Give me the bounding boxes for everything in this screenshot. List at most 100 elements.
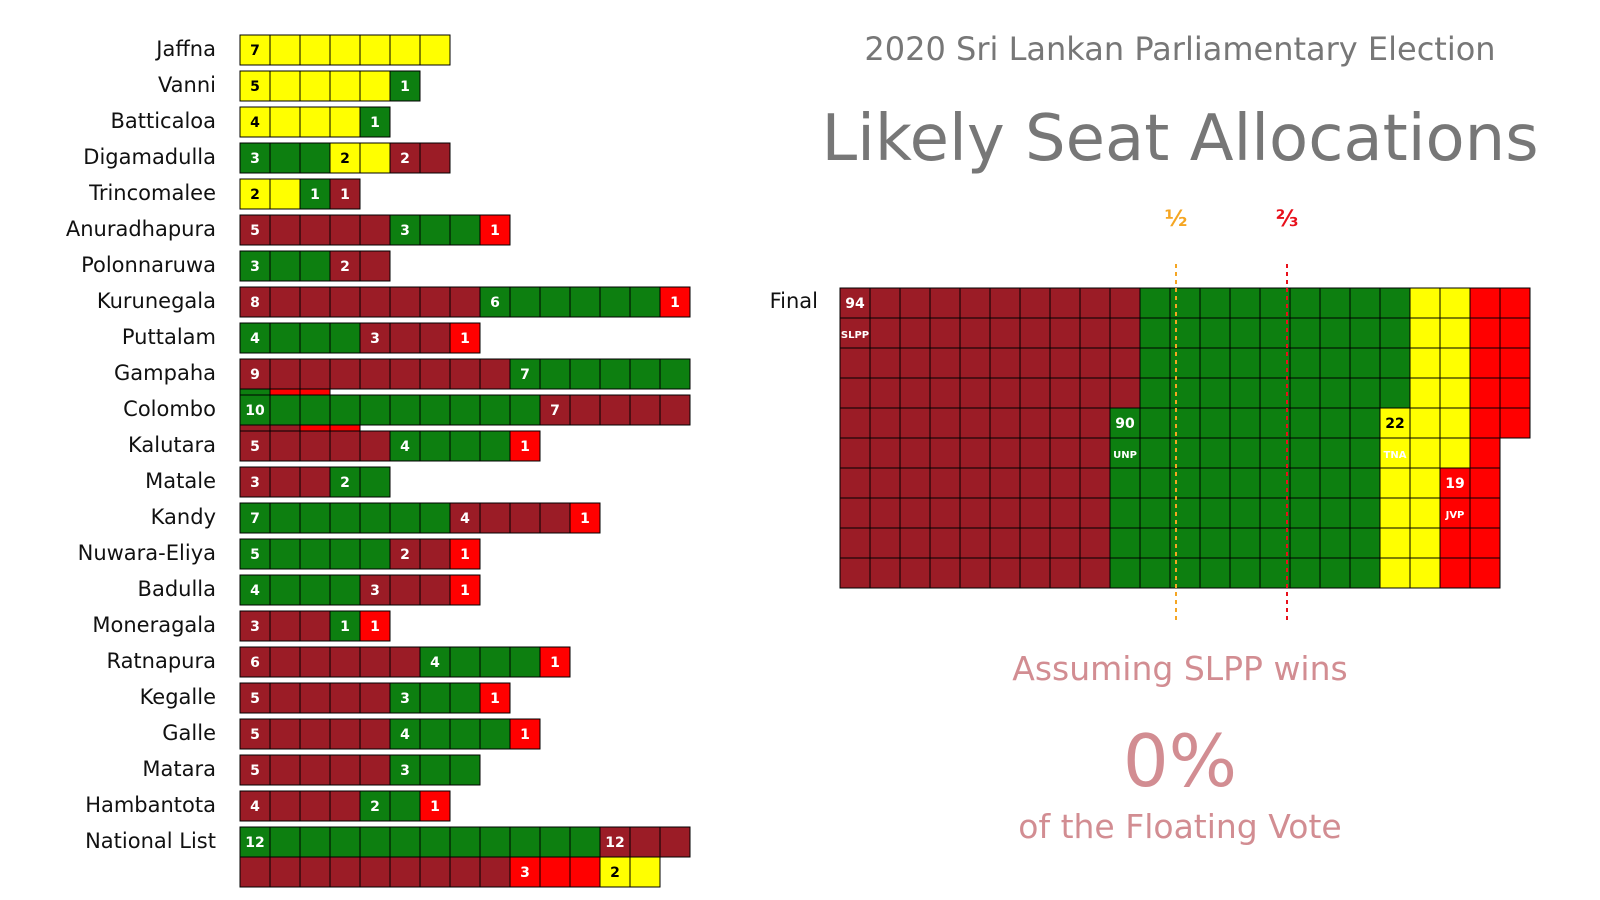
chart-headline: Likely Seat Allocations xyxy=(821,102,1538,176)
district-label: Digamadulla xyxy=(83,145,216,169)
final-seat-slpp xyxy=(989,317,1021,349)
final-seat-slpp xyxy=(1079,437,1111,469)
final-seat-unp xyxy=(1139,497,1171,529)
final-seat-slpp xyxy=(929,557,961,589)
final-seat-slpp xyxy=(989,407,1021,439)
seat-cell-unp xyxy=(359,538,391,570)
final-seat-unp xyxy=(1229,467,1261,499)
final-seat-unp xyxy=(1169,407,1201,439)
final-seat-slpp xyxy=(899,557,931,589)
seat-count-label: 5 xyxy=(250,691,260,707)
seat-count-label: 4 xyxy=(250,115,260,131)
final-seat-unp xyxy=(1259,377,1291,409)
seat-cell-slpp xyxy=(299,718,331,750)
seat-cell-slpp xyxy=(329,790,361,822)
seat-cell-slpp xyxy=(299,214,331,246)
seat-cell-slpp xyxy=(389,286,421,318)
final-seat-slpp xyxy=(1019,407,1051,439)
final-seat-unp xyxy=(1319,377,1351,409)
final-seat-unp xyxy=(1169,557,1201,589)
final-seat-slpp xyxy=(839,557,871,589)
final-seat-unp xyxy=(1349,497,1381,529)
seat-cell-jvp xyxy=(449,322,481,354)
seat-cell-slpp xyxy=(539,394,571,426)
final-seat-unp xyxy=(1289,527,1321,559)
seat-cell-unp xyxy=(269,574,301,606)
final-seat-unp xyxy=(1199,497,1231,529)
final-seat-unp xyxy=(1349,347,1381,379)
seat-cell-jvp xyxy=(509,856,541,888)
seat-cell-unp xyxy=(569,358,601,390)
seat-cell-unp xyxy=(299,826,331,858)
final-seat-tna xyxy=(1439,377,1471,409)
final-seat-unp xyxy=(1139,407,1171,439)
final-seat-unp xyxy=(1199,317,1231,349)
seat-cell-slpp xyxy=(659,826,691,858)
seat-cell-jvp xyxy=(539,646,571,678)
seat-cell-unp xyxy=(269,322,301,354)
final-seat-unp xyxy=(1289,407,1321,439)
seat-count-label: 3 xyxy=(250,259,260,275)
final-seat-slpp xyxy=(869,497,901,529)
seat-cell-slpp xyxy=(239,286,271,318)
final-seat-slpp xyxy=(839,347,871,379)
final-seat-unp xyxy=(1229,557,1261,589)
seat-cell-slpp xyxy=(389,358,421,390)
district-label: Matara xyxy=(142,757,216,781)
final-seat-unp xyxy=(1319,437,1351,469)
final-label: Final xyxy=(770,289,818,313)
final-seat-slpp xyxy=(899,287,931,319)
seat-cell-unp xyxy=(509,826,541,858)
seat-cell-unp xyxy=(329,394,361,426)
seat-count-label: 1 xyxy=(430,799,440,815)
final-seat-unp xyxy=(1319,317,1351,349)
final-seat-tna xyxy=(1439,437,1471,469)
final-seat-slpp xyxy=(959,497,991,529)
seat-cell-slpp xyxy=(599,394,631,426)
final-seat-tna xyxy=(1439,287,1471,319)
seat-cell-jvp xyxy=(449,538,481,570)
final-seat-slpp xyxy=(869,347,901,379)
seat-cell-slpp xyxy=(299,358,331,390)
final-seat-slpp xyxy=(1079,377,1111,409)
final-seat-slpp xyxy=(1109,347,1141,379)
seat-cell-unp xyxy=(299,250,331,282)
seat-cell-unp xyxy=(479,646,511,678)
seat-count-label: 5 xyxy=(250,763,260,779)
seat-cell-tna xyxy=(269,178,301,210)
final-seat-slpp xyxy=(989,287,1021,319)
seat-count-label: 1 xyxy=(550,655,560,671)
final-seat-slpp xyxy=(929,317,961,349)
seat-cell-unp xyxy=(479,394,511,426)
seat-cell-unp xyxy=(449,646,481,678)
seat-cell-slpp xyxy=(389,142,421,174)
seat-cell-jvp xyxy=(509,718,541,750)
final-seat-slpp xyxy=(869,377,901,409)
seat-count-label: 2 xyxy=(340,475,350,491)
seat-cell-tna xyxy=(299,106,331,138)
seat-cell-slpp xyxy=(329,646,361,678)
seat-cell-slpp xyxy=(329,358,361,390)
seat-cell-slpp xyxy=(359,646,391,678)
seat-cell-unp xyxy=(389,754,421,786)
seat-cell-unp xyxy=(509,286,541,318)
party-total-value: 22 xyxy=(1385,416,1404,432)
final-seat-jvp xyxy=(1469,377,1501,409)
seat-cell-slpp xyxy=(329,856,361,888)
seat-cell-unp xyxy=(299,538,331,570)
seat-count-label: 3 xyxy=(370,331,380,347)
final-seat-unp xyxy=(1319,467,1351,499)
seat-cell-slpp xyxy=(299,430,331,462)
seat-cell-unp xyxy=(299,502,331,534)
final-seat-tna xyxy=(1379,557,1411,589)
final-seat-slpp xyxy=(839,437,871,469)
final-seat-unp xyxy=(1229,497,1261,529)
seat-count-label: 6 xyxy=(250,655,260,671)
seat-cell-slpp xyxy=(479,856,511,888)
seat-cell-tna xyxy=(329,34,361,66)
final-seat-unp xyxy=(1259,437,1291,469)
final-seat-unp xyxy=(1229,437,1261,469)
final-seat-slpp xyxy=(929,377,961,409)
seat-count-label: 12 xyxy=(245,835,264,851)
seat-cell-tna xyxy=(269,34,301,66)
